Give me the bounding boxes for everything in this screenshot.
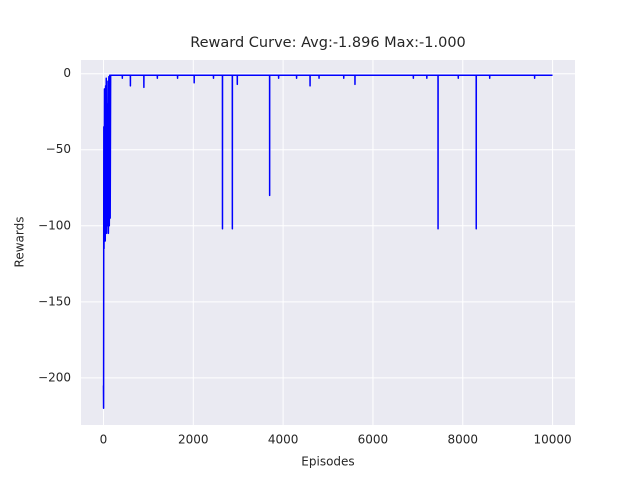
x-tick-label: 0 [100,433,108,447]
x-tick-label: 2000 [178,433,209,447]
x-axis-label: Episodes [301,455,354,469]
plot-area [81,60,575,425]
data-line [102,74,553,410]
chart-title: Reward Curve: Avg:-1.896 Max:-1.000 [190,35,466,51]
y-tick-label: −100 [38,218,71,232]
x-tick-label: 6000 [358,433,389,447]
y-tick-label: 0 [63,66,71,80]
y-tick-label: −50 [46,142,71,156]
y-axis-label: Rewards [13,217,27,268]
y-tick-label: −200 [38,370,71,384]
y-tick-label: −150 [38,294,71,308]
x-tick-label: 4000 [268,433,299,447]
x-tick-label: 8000 [447,433,478,447]
x-tick-label: 10000 [533,433,571,447]
